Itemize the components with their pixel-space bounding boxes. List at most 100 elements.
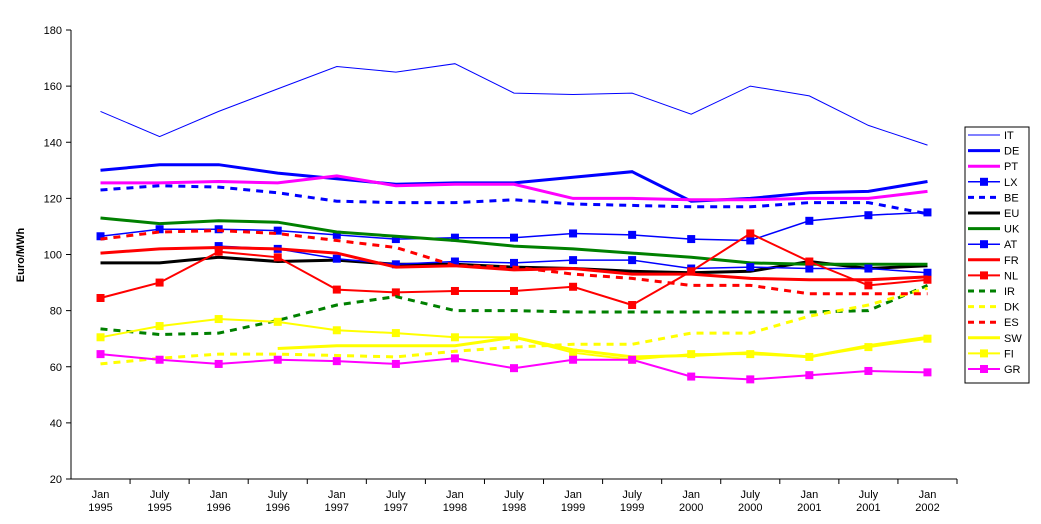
x-tick-label: July 1999: [620, 489, 644, 514]
legend-marker: [980, 177, 988, 186]
point-marker: [450, 333, 459, 342]
point-marker: [864, 343, 873, 352]
legend-box: [964, 126, 1030, 384]
point-marker: [96, 333, 105, 342]
x-tick-label: Jan 2000: [679, 489, 703, 514]
point-marker: [628, 301, 637, 310]
legend-label: FR: [1004, 255, 1019, 267]
point-marker: [273, 253, 282, 262]
point-marker: [628, 355, 637, 364]
series-line: [100, 245, 928, 282]
point-marker: [96, 350, 105, 359]
point-marker: [805, 216, 814, 225]
point-marker: [510, 258, 518, 267]
point-marker: [96, 293, 105, 302]
legend-label: PT: [1004, 161, 1018, 173]
point-marker: [864, 211, 873, 220]
legend-label: GR: [1004, 364, 1021, 376]
series-line: [100, 184, 928, 216]
legend-label: IR: [1004, 286, 1015, 298]
point-marker: [805, 264, 814, 273]
point-marker: [155, 322, 164, 331]
point-marker: [332, 357, 341, 366]
y-tick-label: 180: [44, 25, 62, 37]
series-line: [100, 229, 928, 296]
point-marker: [450, 257, 459, 266]
point-marker: [332, 285, 341, 294]
y-axis-title: Euro/MWh: [15, 228, 27, 283]
point-marker: [864, 281, 873, 290]
point-marker: [273, 355, 282, 364]
point-marker: [687, 267, 696, 276]
point-marker: [746, 375, 755, 384]
point-marker: [569, 256, 578, 265]
point-marker: [510, 333, 518, 342]
point-marker: [746, 350, 755, 359]
y-tick-label: 60: [50, 362, 62, 374]
point-marker: [746, 263, 755, 272]
legend-marker: [980, 271, 988, 280]
point-marker: [805, 352, 814, 361]
point-marker: [510, 286, 518, 295]
point-marker: [273, 226, 282, 235]
point-marker: [569, 355, 578, 364]
legend-label: AT: [1004, 239, 1018, 251]
y-tick-label: 140: [44, 137, 62, 149]
legend-label: DE: [1004, 146, 1019, 158]
point-marker: [687, 372, 696, 381]
x-tick-label: July 2001: [856, 489, 880, 514]
legend-label: UK: [1004, 224, 1020, 236]
point-marker: [510, 233, 518, 242]
point-marker: [923, 208, 932, 217]
legend-marker: [980, 349, 988, 358]
point-marker: [391, 329, 400, 338]
point-marker: [687, 350, 696, 359]
point-marker: [450, 354, 459, 363]
point-marker: [273, 317, 282, 326]
point-marker: [155, 278, 164, 287]
y-tick-label: 40: [50, 418, 62, 430]
point-marker: [805, 257, 814, 266]
series-line: [100, 286, 928, 366]
point-marker: [569, 229, 578, 238]
point-marker: [332, 230, 341, 239]
y-tick-label: 120: [44, 193, 62, 205]
x-tick-label: Jan 1998: [443, 489, 467, 514]
point-marker: [332, 326, 341, 335]
point-marker: [155, 225, 164, 234]
legend-label: ES: [1004, 317, 1019, 329]
x-tick-label: July 2000: [738, 489, 762, 514]
point-marker: [569, 282, 578, 291]
point-marker: [214, 247, 223, 256]
legend-label: IT: [1004, 130, 1014, 142]
point-marker: [628, 256, 637, 265]
point-marker: [923, 334, 932, 343]
x-tick-label: Jan 2002: [915, 489, 939, 514]
point-marker: [746, 236, 755, 245]
series-line: [100, 63, 928, 146]
x-tick-label: Jan 1999: [561, 489, 585, 514]
series-line: [100, 216, 928, 266]
point-marker: [864, 264, 873, 273]
point-marker: [332, 254, 341, 263]
x-tick-label: July 1996: [265, 489, 289, 514]
point-marker: [450, 233, 459, 242]
legend-label: NL: [1004, 270, 1018, 282]
point-marker: [391, 288, 400, 297]
legend-label: DK: [1004, 302, 1020, 314]
legend-label: FI: [1004, 348, 1014, 360]
point-marker: [155, 355, 164, 364]
series-line: [100, 284, 929, 337]
point-marker: [96, 232, 105, 241]
x-tick-label: Jan 1996: [206, 489, 230, 514]
x-tick-label: July 1997: [384, 489, 408, 514]
legend-label: LX: [1004, 177, 1018, 189]
point-marker: [391, 359, 400, 368]
point-marker: [391, 235, 400, 244]
point-marker: [687, 235, 696, 244]
legend-marker: [980, 365, 988, 373]
series-line: [100, 174, 928, 202]
x-tick-label: July 1998: [502, 489, 526, 514]
legend-label: EU: [1004, 208, 1019, 220]
